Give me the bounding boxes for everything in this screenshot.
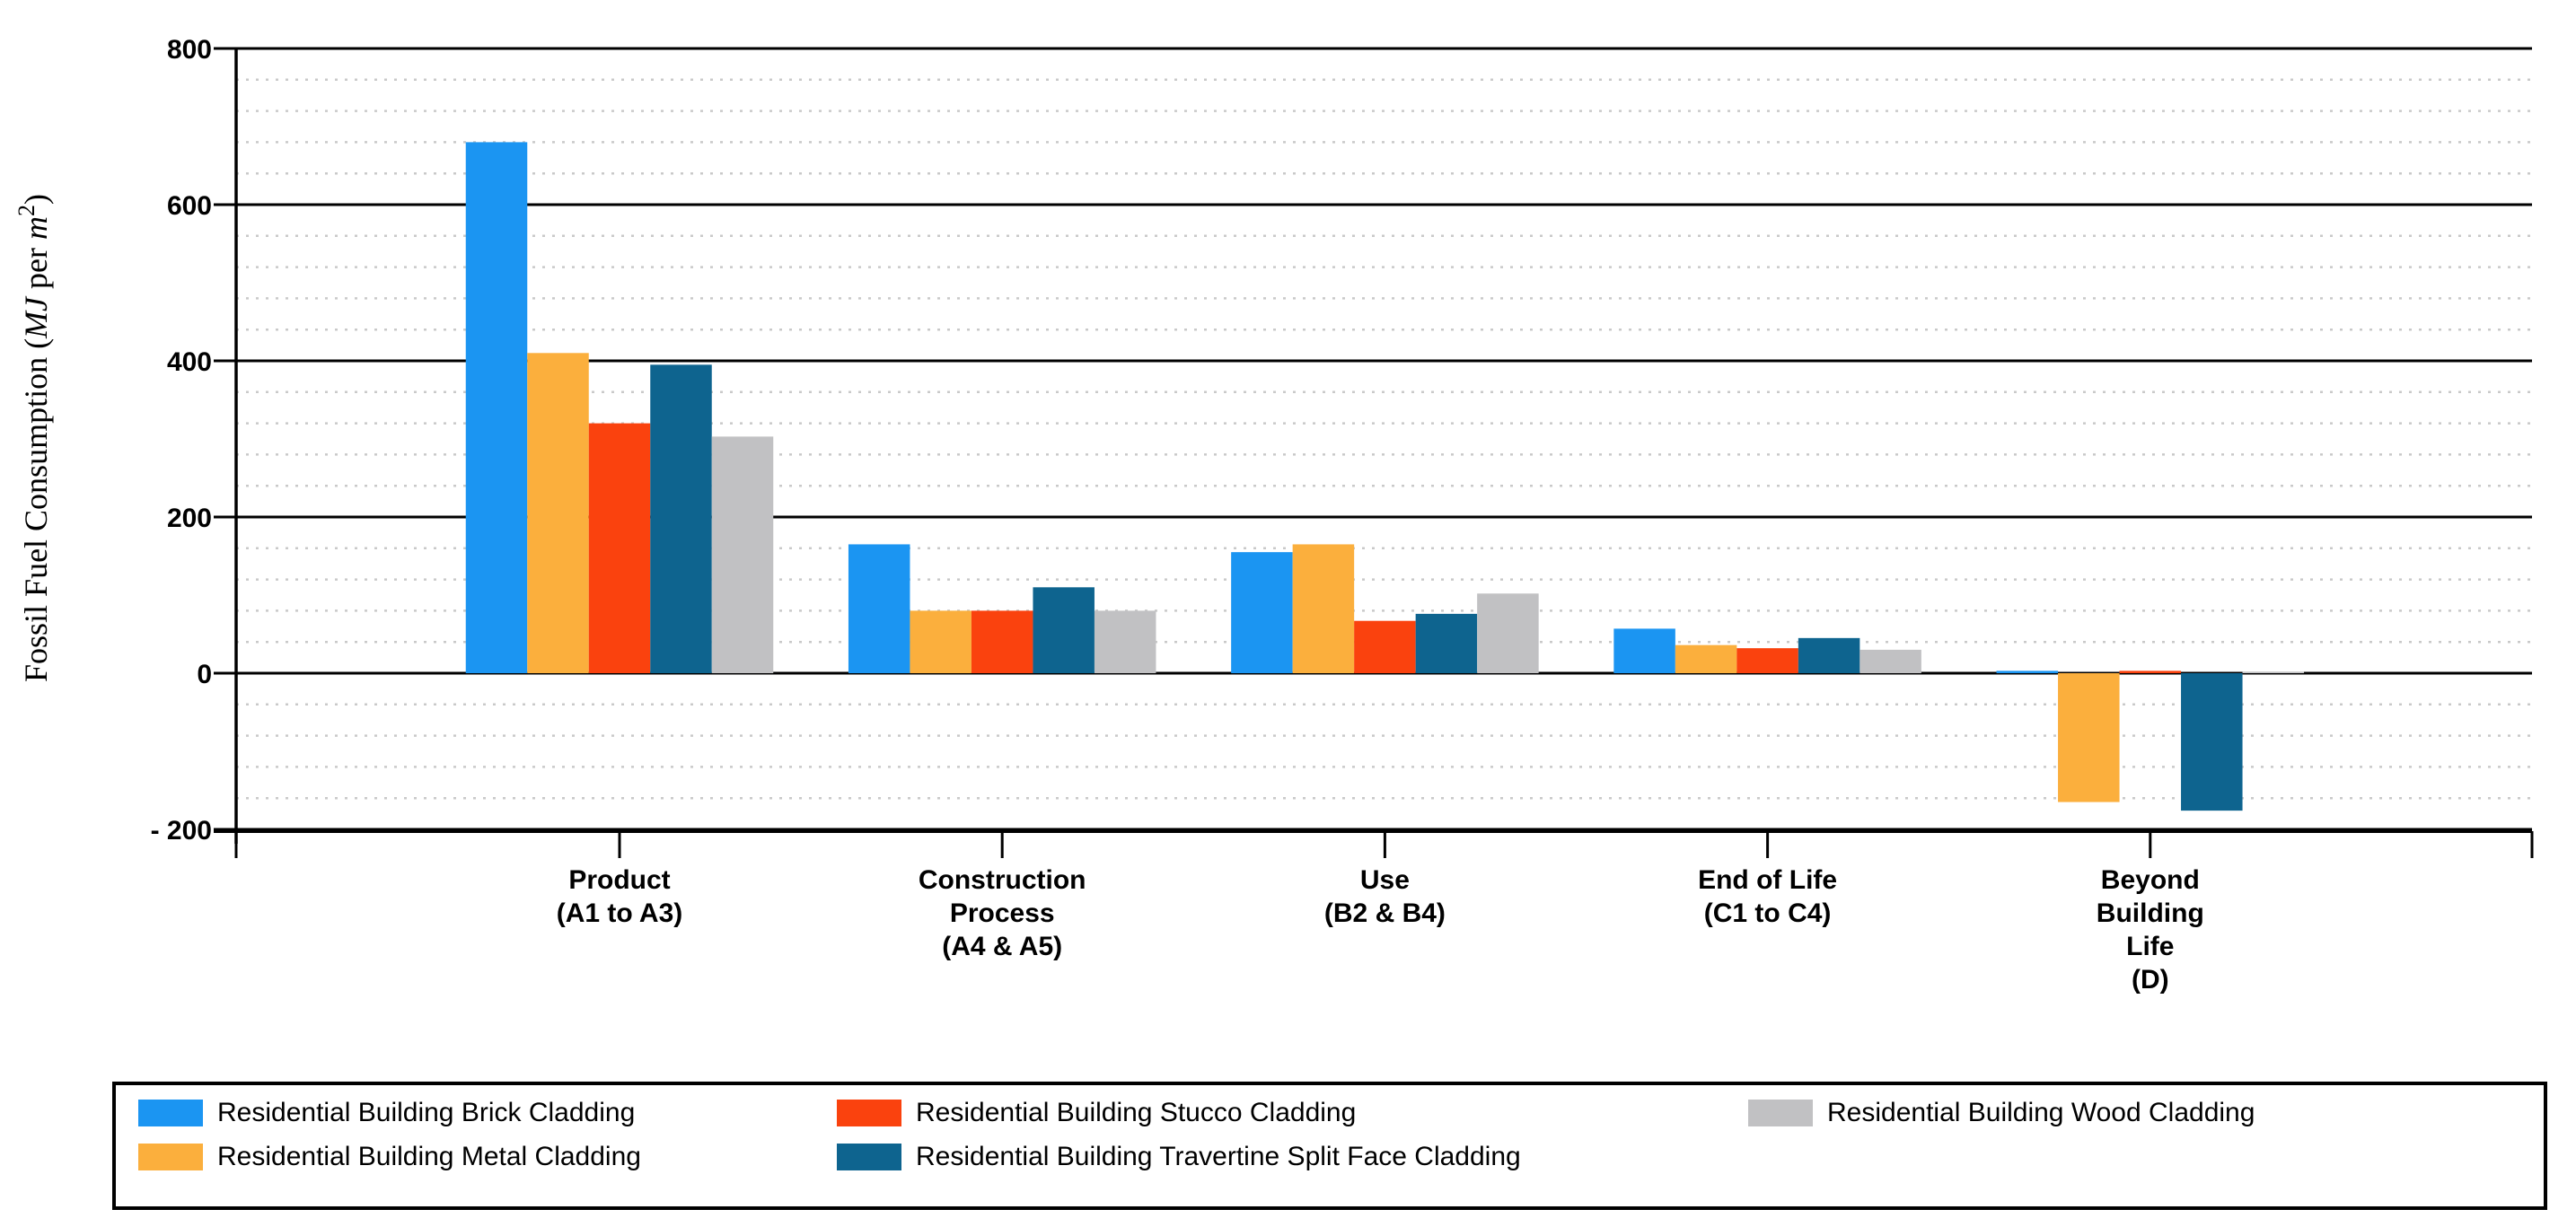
- bar-residential-building-brick-cladding-cat1: [465, 142, 528, 673]
- bar-residential-building-brick-cladding-cat3: [1231, 552, 1293, 673]
- bar-residential-building-brick-cladding-cat2: [848, 544, 910, 673]
- bar-residential-building-stucco-cladding-cat4: [1736, 648, 1798, 673]
- bar-residential-building-metal-cladding-cat5: [2058, 673, 2120, 802]
- bar-residential-building-wood-cladding-cat2: [1094, 610, 1156, 673]
- bar-residential-building-stucco-cladding-cat2: [971, 610, 1033, 673]
- bar-residential-building-travertine-split-face-cladding-cat3: [1415, 613, 1478, 673]
- y-tick-label: 200: [167, 504, 212, 533]
- legend: Residential Building Brick Cladding Resid…: [112, 1082, 2547, 1210]
- legend-item-residential-building-stucco-cladding: Residential Building Stucco Cladding: [837, 1091, 1521, 1135]
- bar-residential-building-stucco-cladding-cat3: [1354, 620, 1416, 673]
- legend-item-residential-building-metal-cladding: Residential Building Metal Cladding: [138, 1135, 641, 1179]
- bar-residential-building-brick-cladding-cat4: [1613, 628, 1675, 673]
- legend-item-label: Residential Building Brick Cladding: [217, 1097, 636, 1127]
- bar-residential-building-travertine-split-face-cladding-cat1: [650, 364, 712, 673]
- bar-residential-building-wood-cladding-cat1: [711, 436, 774, 673]
- legend-item-residential-building-brick-cladding: Residential Building Brick Cladding: [138, 1091, 641, 1135]
- y-tick-label: 0: [197, 660, 212, 689]
- x-category-label: Construction Process (A4 & A5): [919, 865, 1086, 961]
- legend-item-residential-building-travertine-split-face-cladding: Residential Building Travertine Split Fa…: [837, 1135, 1521, 1179]
- y-tick-label: 800: [167, 35, 212, 65]
- bar-residential-building-travertine-split-face-cladding-cat4: [1798, 637, 1860, 673]
- bar-residential-building-travertine-split-face-cladding-cat2: [1033, 587, 1095, 673]
- legend-item-label: Residential Building Wood Cladding: [1827, 1097, 2255, 1127]
- bar-residential-building-wood-cladding-cat4: [1859, 649, 1921, 673]
- bar-residential-building-travertine-split-face-cladding-cat5: [2181, 673, 2243, 811]
- bar-residential-building-wood-cladding-cat5: [2242, 671, 2305, 673]
- legend-column: Residential Building Stucco Cladding Resi…: [837, 1091, 1521, 1179]
- legend-swatch: [138, 1143, 203, 1170]
- bar-residential-building-wood-cladding-cat3: [1477, 593, 1539, 673]
- bar-residential-building-metal-cladding-cat3: [1292, 544, 1355, 673]
- x-category-label: End of Life (C1 to C4): [1698, 865, 1837, 928]
- legend-item-label: Residential Building Metal Cladding: [217, 1141, 641, 1171]
- legend-column: Residential Building Brick Cladding Resid…: [138, 1091, 641, 1179]
- bar-chart: 800 600 400 200 0 - 200 Product (A1 to A3) Const…: [13, 35, 2534, 995]
- y-tick-label: - 200: [151, 816, 212, 846]
- y-tick-label: 600: [167, 191, 212, 221]
- bar-residential-building-stucco-cladding-cat5: [2119, 670, 2182, 673]
- x-category-label: Beyond Building Life (D): [2097, 865, 2204, 995]
- bar-residential-building-metal-cladding-cat2: [910, 610, 971, 673]
- bar-residential-building-stucco-cladding-cat1: [588, 423, 651, 673]
- legend-column: Residential Building Wood Cladding: [1748, 1091, 2255, 1135]
- y-tick-label: 400: [167, 347, 212, 377]
- legend-swatch: [138, 1099, 203, 1126]
- x-category-label: Use (B2 & B4): [1324, 865, 1446, 928]
- bar-residential-building-metal-cladding-cat1: [527, 353, 589, 673]
- bar-residential-building-metal-cladding-cat4: [1675, 644, 1737, 673]
- y-axis-title: Fossil Fuel Consumption (MJ per m2): [13, 194, 54, 682]
- bar-residential-building-brick-cladding-cat5: [1996, 670, 2059, 673]
- legend-item-label: Residential Building Travertine Split Fa…: [916, 1141, 1521, 1171]
- legend-swatch: [837, 1099, 901, 1126]
- legend-item-label: Residential Building Stucco Cladding: [916, 1097, 1357, 1127]
- legend-swatch: [837, 1143, 901, 1170]
- legend-swatch: [1748, 1099, 1813, 1126]
- legend-item-residential-building-wood-cladding: Residential Building Wood Cladding: [1748, 1091, 2255, 1135]
- x-category-label: Product (A1 to A3): [557, 865, 683, 928]
